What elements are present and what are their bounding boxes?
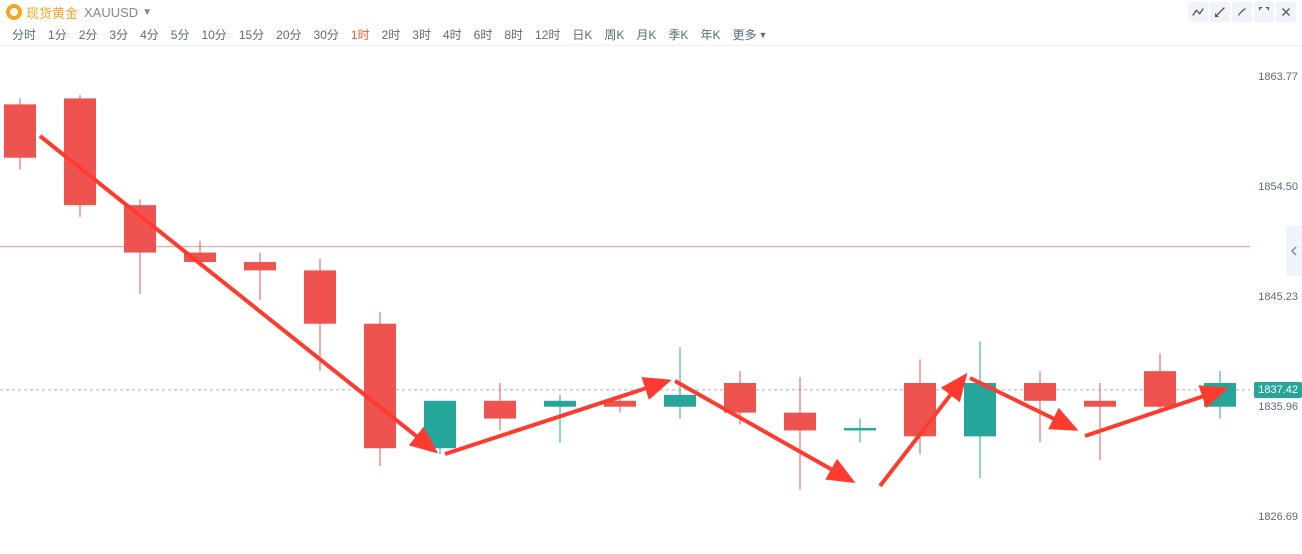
timeframe-3分[interactable]: 3分	[103, 26, 134, 43]
timeframe-15分[interactable]: 15分	[233, 26, 270, 43]
y-tick-label: 1826.69	[1258, 511, 1298, 523]
timeframe-4时[interactable]: 4时	[437, 26, 468, 43]
y-axis: 1863.77 1854.50 1845.23 1835.96 1826.69 1837.…	[1250, 46, 1302, 554]
instrument-symbol: XAUUSD	[84, 5, 138, 20]
timeframe-2时[interactable]: 2时	[376, 26, 407, 43]
y-tick-label: 1854.50	[1258, 181, 1298, 193]
side-handle[interactable]	[1286, 226, 1302, 276]
timeframe-6时[interactable]: 6时	[468, 26, 499, 43]
timeframe-5分[interactable]: 5分	[165, 26, 196, 43]
timeframe-日K[interactable]: 日K	[566, 26, 598, 43]
draw-button[interactable]	[1210, 2, 1230, 22]
timeframe-30分[interactable]: 30分	[308, 26, 345, 43]
fullscreen-button[interactable]	[1254, 2, 1274, 22]
timeframe-季K[interactable]: 季K	[662, 26, 694, 43]
indicators-button[interactable]	[1188, 2, 1208, 22]
timeframe-周K[interactable]: 周K	[598, 26, 630, 43]
current-price-tag: 1837.42	[1254, 382, 1302, 398]
timeframe-20分[interactable]: 20分	[270, 26, 307, 43]
brush-button[interactable]	[1232, 2, 1252, 22]
instrument-icon	[6, 4, 22, 20]
y-tick-label: 1863.77	[1258, 71, 1298, 83]
candlestick-chart[interactable]	[0, 46, 1302, 554]
close-button[interactable]	[1276, 2, 1296, 22]
timeframe-年K[interactable]: 年K	[694, 26, 726, 43]
timeframe-8时[interactable]: 8时	[498, 26, 529, 43]
chevron-down-icon[interactable]: ▼	[142, 7, 152, 18]
chart-area: 1863.77 1854.50 1845.23 1835.96 1826.69 1837.…	[0, 46, 1302, 554]
timeframe-12时[interactable]: 12时	[529, 26, 566, 43]
timeframe-3时[interactable]: 3时	[406, 26, 437, 43]
timeframe-1分[interactable]: 1分	[42, 26, 73, 43]
chart-header: 现货黄金 XAUUSD ▼	[0, 0, 1302, 24]
timeframe-1时[interactable]: 1时	[345, 26, 376, 43]
timeframe-2分[interactable]: 2分	[73, 26, 104, 43]
timeframe-月K[interactable]: 月K	[630, 26, 662, 43]
y-tick-label: 1835.96	[1258, 401, 1298, 413]
timeframe-4分[interactable]: 4分	[134, 26, 165, 43]
timeframe-more[interactable]: 更多▼	[726, 26, 773, 43]
timeframe-10分[interactable]: 10分	[195, 26, 232, 43]
timeframe-bar: 分时1分2分3分4分5分10分15分20分30分1时2时3时4时6时8时12时日…	[0, 24, 1302, 46]
timeframe-分时[interactable]: 分时	[6, 26, 42, 43]
y-tick-label: 1845.23	[1258, 291, 1298, 303]
instrument-name: 现货黄金	[26, 3, 78, 22]
toolbar-right	[1188, 2, 1296, 22]
